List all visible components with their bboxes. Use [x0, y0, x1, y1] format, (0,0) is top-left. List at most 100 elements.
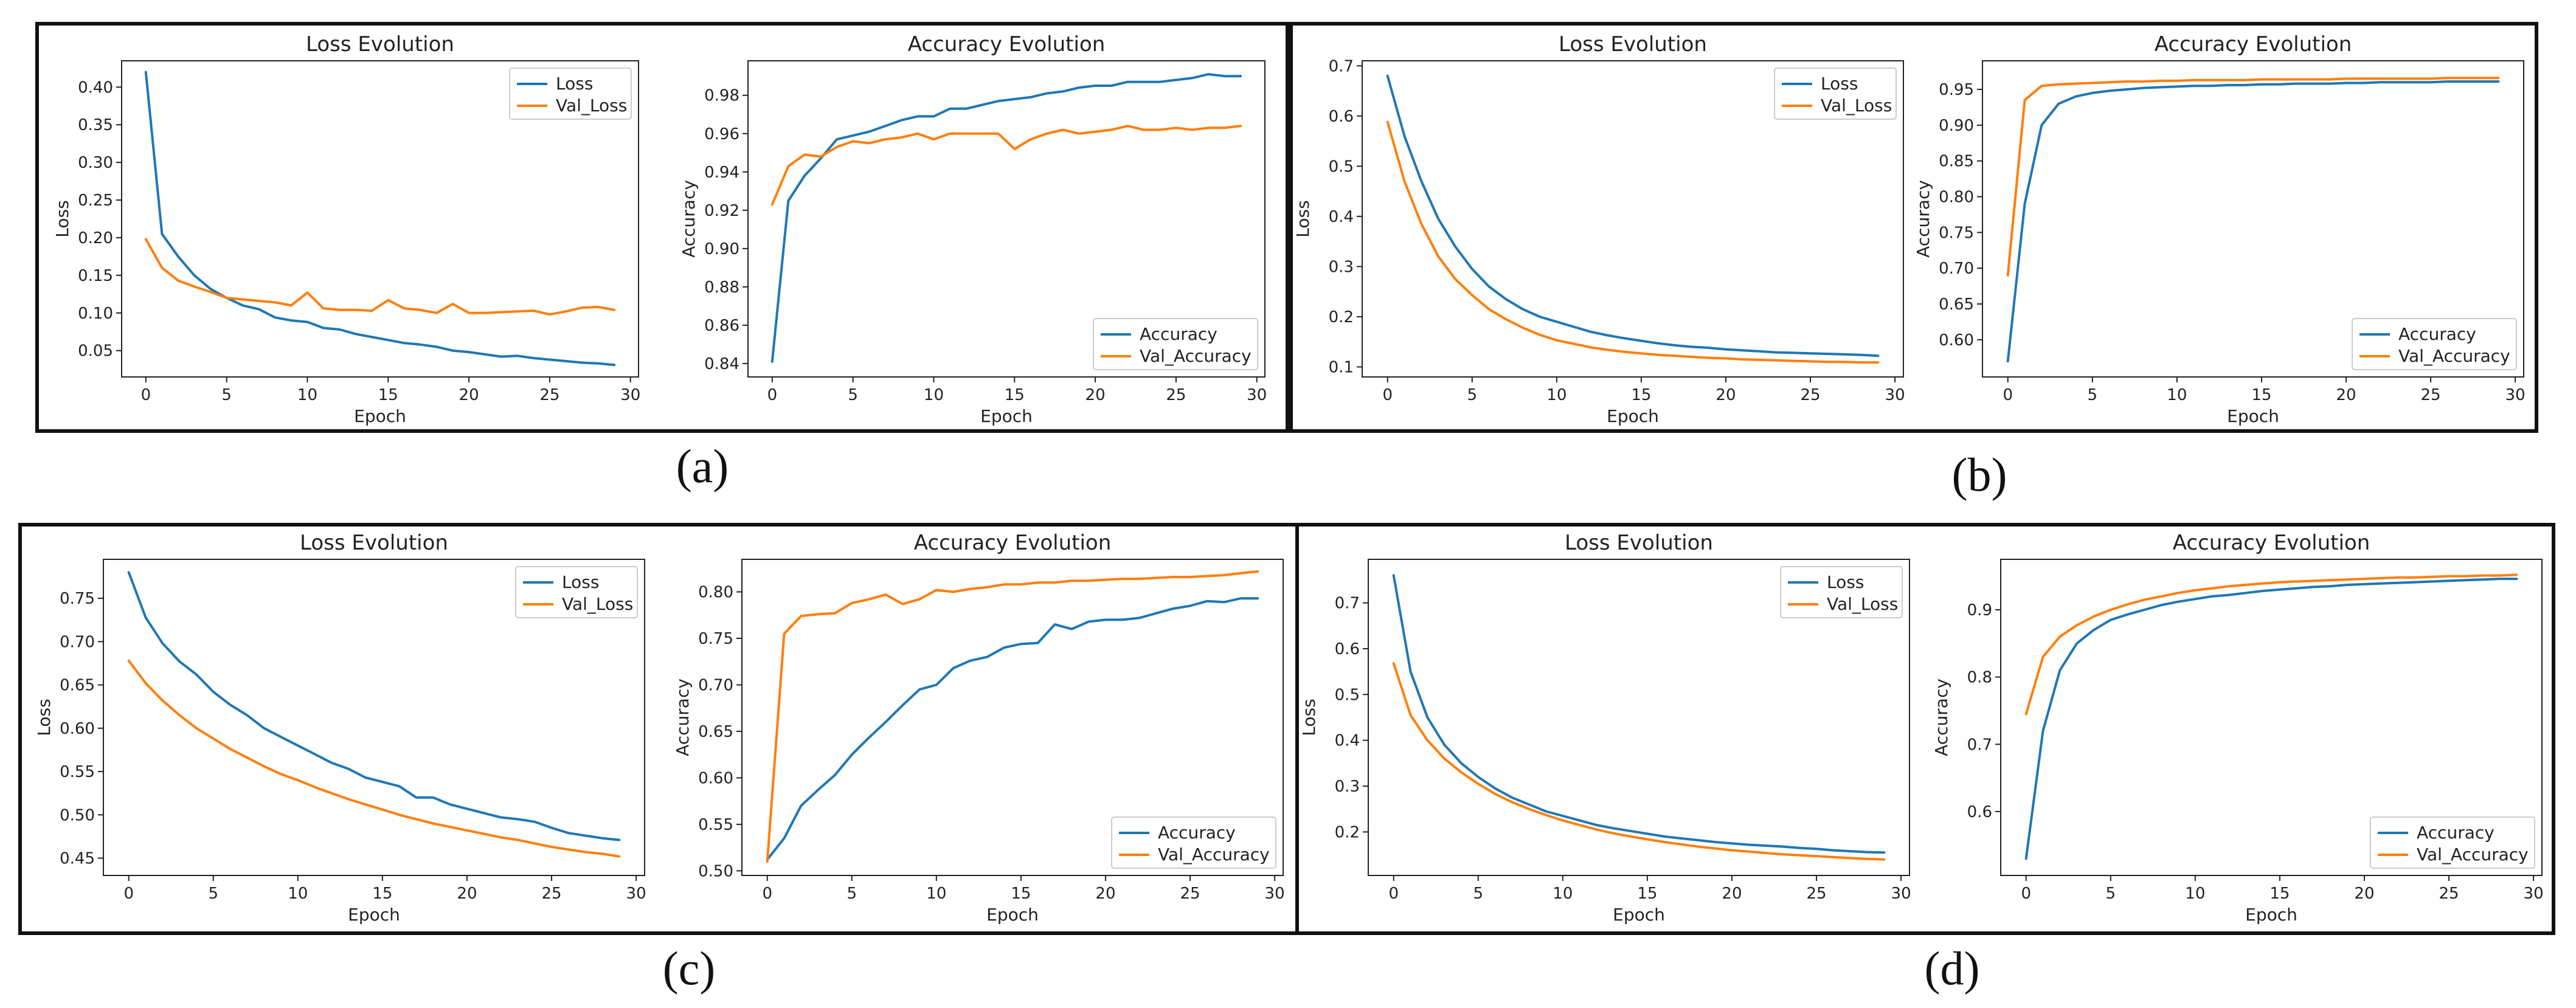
x-tick-label-0: 0 — [141, 386, 151, 404]
y-tick-label-0: 0.50 — [698, 862, 733, 880]
x-tick-label-1: 5 — [2106, 885, 2116, 903]
x-axis-label: Epoch — [1607, 406, 1659, 426]
plot-frame — [1368, 559, 1910, 876]
x-tick-label-0: 0 — [1382, 386, 1393, 404]
legend-label-loss: Loss — [562, 572, 599, 592]
y-axis-label: Loss — [52, 200, 72, 237]
y-tick-label-7: 0.40 — [78, 78, 113, 97]
panel-a-frame — [35, 22, 1289, 433]
series-line-val_loss — [1392, 662, 1886, 861]
y-axis-label: Accuracy — [673, 678, 693, 756]
chart-title: Loss Evolution — [1559, 32, 1707, 57]
y-tick-label-0: 0.45 — [60, 850, 95, 868]
chart-title: Loss Evolution — [300, 531, 448, 555]
x-tick-label-2: 10 — [1553, 885, 1573, 903]
x-tick-label-4: 20 — [1716, 386, 1736, 404]
x-tick-label-5: 25 — [2420, 386, 2440, 404]
legend-label-loss: Loss — [1827, 572, 1864, 592]
x-axis-label: Epoch — [348, 905, 400, 925]
y-tick-label-3: 0.75 — [1939, 224, 1974, 242]
series-line-loss — [1386, 74, 1880, 357]
x-tick-label-4: 20 — [1085, 386, 1106, 404]
series-line-loss — [1392, 574, 1886, 854]
series-line-val_loss — [144, 238, 616, 316]
y-tick-label-2: 0.55 — [60, 763, 95, 781]
x-tick-label-2: 10 — [926, 885, 946, 903]
x-tick-label-6: 30 — [2524, 885, 2544, 903]
x-tick-label-2: 10 — [1546, 386, 1567, 404]
chart-b-accuracy: Accuracy Evolution 0 5 10 15 20 25 30 0.60 0.65 0.… — [1913, 32, 2526, 426]
plot-frame — [103, 559, 645, 876]
x-tick-label-4: 20 — [1722, 885, 1742, 903]
y-tick-label-4: 0.5 — [1329, 157, 1354, 176]
legend-label-loss: Loss — [556, 74, 593, 94]
y-tick-label-5: 0.85 — [1939, 153, 1974, 171]
y-tick-label-2: 0.3 — [1329, 258, 1354, 276]
y-tick-label-4: 0.70 — [698, 676, 733, 694]
series-line-val_loss — [1386, 120, 1880, 364]
plot-frame — [741, 559, 1284, 876]
y-tick-label-5: 0.75 — [698, 630, 733, 648]
series-line-accuracy — [2006, 80, 2500, 363]
legend-label-val_loss: Val_Loss — [562, 594, 633, 614]
y-tick-label-0: 0.84 — [704, 355, 739, 373]
x-tick-label-5: 25 — [1806, 885, 1826, 903]
y-tick-label-3: 0.65 — [698, 723, 733, 741]
y-tick-label-6: 0.35 — [78, 116, 113, 134]
x-tick-label-6: 30 — [620, 386, 640, 404]
chart-title: Accuracy Evolution — [2155, 32, 2352, 57]
y-tick-label-0: 0.2 — [1335, 823, 1360, 841]
y-axis-label: Accuracy — [679, 180, 699, 258]
y-tick-label-3: 0.5 — [1335, 686, 1360, 704]
x-tick-label-3: 15 — [1631, 386, 1651, 404]
x-tick-label-1: 5 — [209, 885, 219, 903]
legend-label-accuracy: Accuracy — [2398, 324, 2476, 344]
legend-label-val_accuracy: Val_Accuracy — [1158, 844, 1270, 865]
y-tick-label-2: 0.4 — [1335, 732, 1360, 750]
legend-label-val_loss: Val_Loss — [1827, 594, 1898, 614]
series-line-val_accuracy — [766, 570, 1259, 863]
x-tick-label-4: 20 — [2336, 386, 2356, 404]
legend-label-accuracy: Accuracy — [2417, 823, 2495, 843]
x-tick-label-1: 5 — [847, 885, 857, 903]
plot-frame — [1982, 60, 2524, 378]
y-tick-label-0: 0.60 — [1939, 331, 1974, 350]
x-tick-label-2: 10 — [924, 386, 944, 404]
x-tick-label-2: 10 — [288, 885, 308, 903]
y-tick-label-7: 0.98 — [704, 87, 739, 105]
y-axis-label: Loss — [1299, 699, 1319, 736]
x-tick-label-2: 10 — [2167, 386, 2187, 404]
x-tick-label-0: 0 — [2003, 386, 2013, 404]
series-line-loss — [127, 571, 621, 841]
y-tick-label-3: 0.20 — [78, 229, 113, 247]
chart-title: Loss Evolution — [1565, 531, 1713, 555]
x-tick-label-3: 15 — [2270, 885, 2290, 903]
y-tick-label-5: 0.6 — [1329, 108, 1354, 126]
y-tick-label-6: 0.75 — [60, 590, 95, 608]
y-tick-label-3: 0.9 — [1967, 601, 1992, 620]
x-tick-label-1: 5 — [1467, 386, 1478, 404]
chart-a-accuracy: Accuracy Evolution 0 5 10 15 20 25 30 0.84 0.86 0.… — [679, 32, 1267, 426]
plot-frame — [121, 60, 639, 378]
x-axis-label: Epoch — [2227, 406, 2279, 426]
y-axis-label: Loss — [34, 699, 54, 736]
chart-a-loss: Loss Evolution 0 5 10 15 20 25 30 0.05 0.10 0.15 0.… — [52, 32, 640, 426]
x-tick-label-3: 15 — [2251, 386, 2271, 404]
x-tick-label-1: 5 — [1473, 885, 1484, 903]
caption-b: (b) — [1951, 448, 2007, 501]
series-line-val_loss — [127, 659, 621, 858]
y-tick-label-6: 0.90 — [1939, 117, 1974, 135]
y-tick-label-1: 0.10 — [78, 305, 113, 323]
x-axis-label: Epoch — [354, 406, 406, 426]
chart-c-loss: Loss Evolution 0 5 10 15 20 25 30 0.45 0.50 0.55 0.… — [34, 531, 646, 925]
series-line-val_accuracy — [770, 125, 1242, 206]
y-tick-label-6: 0.80 — [698, 584, 733, 602]
x-tick-label-2: 10 — [297, 386, 317, 404]
plot-frame — [747, 60, 1265, 378]
legend-label-loss: Loss — [1821, 74, 1858, 94]
x-tick-label-6: 30 — [1247, 386, 1267, 404]
x-tick-label-0: 0 — [762, 885, 772, 903]
chart-title: Accuracy Evolution — [914, 531, 1112, 555]
